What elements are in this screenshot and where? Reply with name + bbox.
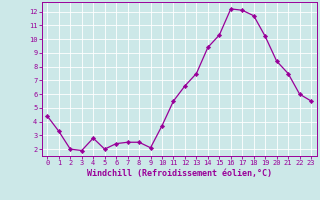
X-axis label: Windchill (Refroidissement éolien,°C): Windchill (Refroidissement éolien,°C)	[87, 169, 272, 178]
